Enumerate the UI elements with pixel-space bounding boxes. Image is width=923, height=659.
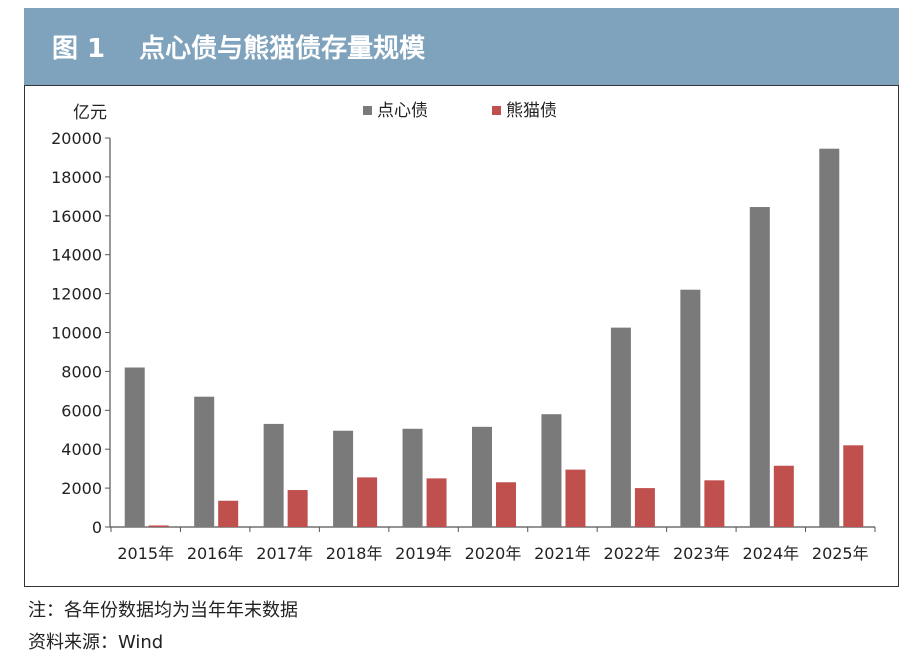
x-tick-label: 2022年 [604,544,661,563]
chart-note: 注：各年份数据均为当年年末数据 [28,600,298,621]
dim-sum-bar-2016年 [194,396,215,527]
y-tick-label: 8000 [61,362,102,381]
x-tick-label: 2018年 [326,544,383,563]
dim-sum-bar-2020年 [472,426,492,527]
y-tick-label: 16000 [51,207,102,226]
y-tick-label: 6000 [61,401,102,420]
panda-bar-2023年 [704,480,725,527]
panda-bar-2015年 [148,525,169,527]
x-tick-label: 2023年 [673,544,730,563]
legend-label-panda: 熊猫债 [506,101,557,121]
dim-sum-bar-2023年 [680,289,701,527]
panda-bar-2018年 [357,477,378,527]
legend-label-dim-sum: 点心债 [377,101,428,121]
y-unit-label: 亿元 [73,103,107,123]
dim-sum-bar-2021年 [541,414,562,527]
panda-bar-2021年 [565,469,586,527]
y-tick-label: 20000 [51,129,102,148]
chart-container: 亿元 0 2000 4000 6000 8000 10000 12000 14000 16000 1… [24,85,899,587]
dim-sum-bar-2022年 [610,327,631,527]
panda-bar-2020年 [496,482,516,527]
dim-sum-bar-2015年 [124,367,145,527]
x-tick-label: 2025年 [812,544,869,563]
panda-bar-2016年 [218,500,239,527]
panda-bar-2024年 [773,465,794,527]
dim-sum-bar-2017年 [263,423,284,527]
figure-title-bar: 图 1 点心债与熊猫债存量规模 [24,8,899,85]
panda-bar-2025年 [843,445,864,527]
y-tick-label: 0 [92,518,102,537]
figure-number: 图 1 [52,34,106,64]
panda-bar-2019年 [426,478,447,527]
x-tick-label: 2021年 [534,544,591,563]
y-tick-label: 2000 [61,479,102,498]
y-tick-label: 4000 [61,440,102,459]
legend-swatch-panda [492,106,501,115]
y-tick-label: 14000 [51,246,102,265]
x-tick-label: 2024年 [742,544,799,563]
dim-sum-bar-2024年 [749,207,770,528]
x-tick-label: 2015年 [117,544,174,563]
y-tick-label: 18000 [51,168,102,187]
x-tick-label: 2019年 [395,544,452,563]
y-tick-label: 10000 [51,324,102,343]
bar-chart: 亿元 0 2000 4000 6000 8000 10000 12000 14000 16000 1… [51,101,876,563]
x-tick-label: 2020年 [465,544,522,563]
panda-bar-2017年 [287,490,308,527]
chart-source: 资料来源：Wind [28,632,164,653]
y-tick-label: 12000 [51,285,102,304]
legend-swatch-dim-sum [363,106,372,115]
dim-sum-bar-2019年 [402,428,423,527]
x-tick-label: 2016年 [187,544,244,563]
x-tick-label: 2017年 [256,544,313,563]
dim-sum-bar-2018年 [333,430,354,527]
figure-title: 点心债与熊猫债存量规模 [139,34,426,64]
panda-bar-2022年 [634,488,655,527]
dim-sum-bar-2025年 [819,148,840,527]
